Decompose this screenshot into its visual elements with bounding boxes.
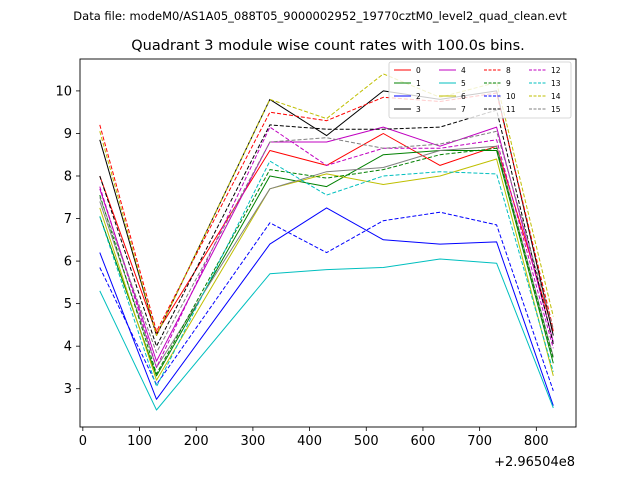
series-line-10 bbox=[99, 211, 554, 391]
plot-series bbox=[99, 73, 554, 411]
series-line-13 bbox=[99, 160, 554, 388]
figure-suptitle: Data file: modeM0/AS1A05_088T05_90000029… bbox=[73, 9, 567, 23]
y-tick-label: 5 bbox=[64, 297, 72, 312]
legend-label-11: 11 bbox=[506, 105, 516, 114]
series-line-5 bbox=[99, 258, 554, 411]
series-line-2 bbox=[99, 207, 554, 406]
x-tick-label: 500 bbox=[354, 434, 379, 449]
series-line-8 bbox=[99, 92, 554, 332]
legend-label-4: 4 bbox=[461, 66, 466, 75]
x-axis-offset-label: +2.96504e8 bbox=[494, 455, 575, 470]
series-line-3 bbox=[99, 90, 554, 336]
legend-box bbox=[388, 61, 572, 119]
legend-label-8: 8 bbox=[506, 66, 511, 75]
x-tick-label: 200 bbox=[184, 434, 209, 449]
series-line-9 bbox=[99, 147, 554, 375]
series-line-7 bbox=[99, 145, 554, 368]
x-tick-label: 300 bbox=[240, 434, 265, 449]
y-tick-label: 9 bbox=[64, 127, 72, 142]
y-tick-label: 6 bbox=[64, 255, 72, 270]
legend-label-10: 10 bbox=[506, 92, 516, 101]
legend-label-7: 7 bbox=[461, 105, 466, 114]
plot-frame bbox=[79, 58, 577, 428]
y-tick-label: 10 bbox=[55, 84, 72, 99]
x-tick-label: 600 bbox=[411, 434, 436, 449]
x-tick-label: 0 bbox=[79, 434, 87, 449]
y-tick-label: 8 bbox=[64, 169, 72, 184]
y-axis: 3 4 5 6 7 8 9 10 bbox=[55, 84, 80, 397]
y-tick-label: 4 bbox=[64, 340, 72, 355]
x-axis: 0 100 200 300 400 500 600 700 800 bbox=[79, 427, 549, 449]
series-line-4 bbox=[99, 126, 554, 362]
series-line-12 bbox=[99, 126, 554, 368]
y-tick-label: 3 bbox=[64, 382, 72, 397]
legend-label-14: 14 bbox=[551, 92, 561, 101]
chart-title: Quadrant 3 module wise count rates with … bbox=[131, 38, 525, 54]
x-tick-label: 100 bbox=[127, 434, 152, 449]
legend-label-1: 1 bbox=[416, 79, 421, 88]
legend-label-2: 2 bbox=[416, 92, 421, 101]
legend-label-15: 15 bbox=[551, 105, 561, 114]
series-line-15 bbox=[99, 130, 554, 353]
legend-label-12: 12 bbox=[551, 66, 561, 75]
series-line-1 bbox=[99, 150, 554, 377]
series-line-11 bbox=[99, 109, 554, 347]
legend-label-13: 13 bbox=[551, 79, 561, 88]
y-tick-label: 7 bbox=[64, 212, 72, 227]
legend-label-6: 6 bbox=[461, 92, 466, 101]
legend-label-5: 5 bbox=[461, 79, 466, 88]
x-tick-label: 400 bbox=[297, 434, 322, 449]
x-tick-label: 700 bbox=[467, 434, 492, 449]
legend-label-9: 9 bbox=[506, 79, 511, 88]
series-line-0 bbox=[99, 133, 554, 334]
legend-label-0: 0 bbox=[416, 66, 421, 75]
legend-label-3: 3 bbox=[416, 105, 421, 114]
x-tick-label: 800 bbox=[524, 434, 549, 449]
